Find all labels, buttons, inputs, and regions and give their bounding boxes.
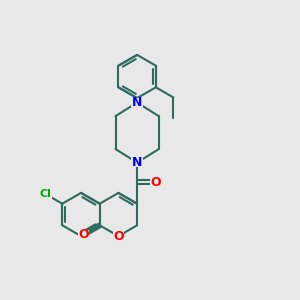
Text: N: N: [132, 96, 142, 109]
FancyBboxPatch shape: [131, 98, 143, 107]
Text: O: O: [78, 228, 89, 241]
Text: Cl: Cl: [40, 189, 51, 199]
Text: O: O: [113, 230, 124, 243]
FancyBboxPatch shape: [131, 158, 143, 167]
FancyBboxPatch shape: [150, 177, 161, 187]
Text: N: N: [132, 156, 142, 169]
FancyBboxPatch shape: [39, 189, 52, 199]
Text: O: O: [150, 176, 161, 189]
FancyBboxPatch shape: [113, 231, 124, 241]
FancyBboxPatch shape: [78, 230, 89, 239]
